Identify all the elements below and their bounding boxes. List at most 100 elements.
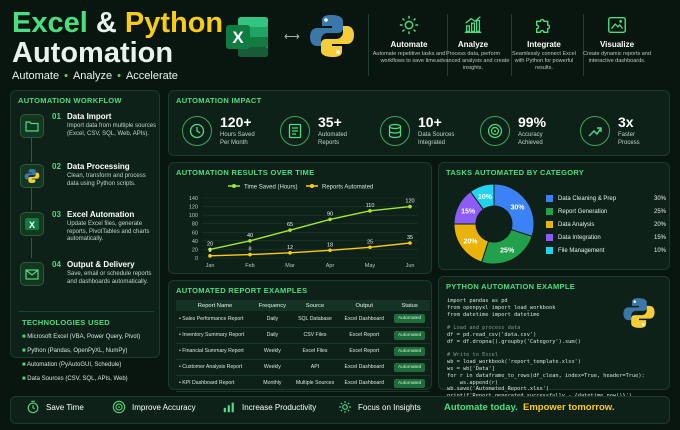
stopwatch-icon bbox=[27, 400, 39, 414]
svg-text:X: X bbox=[29, 220, 35, 230]
series-line bbox=[209, 205, 411, 251]
slice-label: 25% bbox=[500, 247, 515, 254]
data-point bbox=[288, 251, 292, 255]
target-icon bbox=[480, 116, 510, 146]
bar-chart-icon bbox=[223, 402, 234, 413]
results-title: AUTOMATION RESULTS OVER TIME bbox=[176, 168, 315, 177]
data-label: 12 bbox=[287, 245, 293, 251]
title-automation: Automation bbox=[12, 37, 174, 69]
subtitle: Automate • Analyze • Accelerate bbox=[12, 70, 178, 82]
y-tick-label: 140 bbox=[189, 196, 198, 202]
divider bbox=[583, 14, 584, 76]
title-python: Python bbox=[124, 7, 224, 39]
data-point bbox=[328, 217, 332, 222]
y-tick-label: 60 bbox=[192, 230, 198, 236]
slice-label: 20% bbox=[464, 239, 479, 246]
trend-up-icon bbox=[580, 116, 610, 146]
y-tick-label: 120 bbox=[189, 205, 198, 211]
svg-text:X: X bbox=[232, 28, 244, 47]
pie-slice bbox=[469, 183, 495, 211]
impact-title: AUTOMATION IMPACT bbox=[176, 96, 262, 105]
feature-integrate: Integrate Seamlessly connect Excel with … bbox=[507, 14, 581, 72]
table-cell: CSV Files bbox=[290, 327, 340, 344]
folder-icon bbox=[20, 114, 44, 138]
table-cell: Automated bbox=[389, 359, 430, 376]
list-item: ■ Automation (PyAutoGUI, Schedule) bbox=[22, 362, 122, 368]
y-tick-label: 20 bbox=[192, 247, 198, 253]
table-row: • Sales Performance Report Daily SQL Datab… bbox=[176, 311, 430, 328]
code-line: df = df.dropna().groupby('Category').sum… bbox=[447, 338, 581, 345]
data-point bbox=[288, 228, 292, 232]
data-point bbox=[408, 241, 412, 245]
code-block: import pandas as pd from openpyxl import … bbox=[447, 298, 645, 400]
data-point bbox=[208, 254, 212, 258]
legend-item: Report Generation 25% bbox=[546, 205, 666, 218]
list-item: ■ Data Sources (CSV, SQL, APIs, Web) bbox=[22, 376, 128, 382]
table-row: • Customer Analysis Report Weekly API Excel… bbox=[176, 359, 430, 376]
legend-label: Data Cleaning & Prep bbox=[558, 195, 617, 202]
python-logo-icon bbox=[623, 298, 655, 328]
legend-swatch bbox=[546, 247, 553, 254]
x-tick-label: Jan bbox=[206, 263, 215, 269]
legend-label: Reports Automated bbox=[322, 185, 373, 191]
y-tick-label: 100 bbox=[189, 213, 198, 219]
legend-swatch bbox=[546, 234, 553, 241]
series-line bbox=[209, 242, 411, 257]
divider bbox=[368, 14, 369, 76]
legend-value: 20% bbox=[653, 221, 666, 228]
code-line: wb.save('Automated_Report.xlsx') bbox=[447, 386, 550, 393]
pie-slice bbox=[493, 183, 535, 237]
data-point bbox=[408, 204, 412, 209]
table-cell: SQL Database bbox=[290, 311, 340, 328]
list-item: ■ Python (Pandas, OpenPyXL, NumPy) bbox=[22, 348, 128, 354]
table-cell: Daily bbox=[254, 311, 291, 328]
legend-label: Report Generation bbox=[558, 208, 608, 215]
table-cell: • Customer Analysis Report bbox=[176, 359, 255, 376]
footer-accuracy: Improve Accuracy bbox=[112, 400, 196, 414]
legend-item: Data Analysis 20% bbox=[546, 218, 666, 231]
slice-label: 30% bbox=[510, 204, 525, 211]
table-cell: Excel Dashboard bbox=[339, 375, 390, 392]
code-line: # Load and process data bbox=[447, 325, 521, 332]
technologies-list: ■ Microsoft Excel (VBA, Power Query, Piv… bbox=[22, 330, 140, 386]
technologies-title: TECHNOLOGIES USED bbox=[22, 318, 111, 327]
legend-label: File Management bbox=[558, 247, 605, 254]
table-cell: • KPI Dashboard Report bbox=[176, 375, 255, 392]
column-header: Source bbox=[290, 300, 340, 311]
results-line-chart: Time Saved (Hours) Reports Automated 0 20 40… bbox=[189, 184, 418, 269]
data-label: 8 bbox=[248, 247, 251, 253]
column-header: Report Name bbox=[176, 300, 255, 311]
excel-icon: X bbox=[20, 212, 44, 236]
y-tick-label: 40 bbox=[192, 239, 198, 245]
data-label: 5 bbox=[208, 248, 211, 254]
code-line: import pandas as pd bbox=[447, 298, 508, 304]
data-label: 90 bbox=[327, 211, 333, 217]
data-label: 120 bbox=[405, 199, 414, 205]
divider bbox=[18, 311, 154, 312]
tasks-legend: Data Cleaning & Prep 30% Report Generation… bbox=[546, 192, 666, 257]
reports-title: AUTOMATED REPORT EXAMPLES bbox=[176, 286, 308, 295]
legend-item: Time Saved (Hours) bbox=[228, 184, 297, 191]
table-cell: • Financial Summary Report bbox=[176, 343, 255, 360]
data-label: 35 bbox=[407, 235, 413, 241]
image-chart-icon bbox=[608, 16, 626, 34]
puzzle-icon bbox=[535, 18, 551, 34]
footer-insights: Focus on Insights bbox=[338, 400, 421, 414]
title-amp: & bbox=[95, 7, 117, 39]
table-cell: Excel Report bbox=[339, 327, 390, 344]
code-line: df = pd.read_csv('data.csv') bbox=[447, 331, 537, 338]
workflow-title: AUTOMATION WORKFLOW bbox=[18, 96, 122, 105]
status-badge: Automated bbox=[393, 346, 426, 356]
data-label: 65 bbox=[287, 222, 293, 228]
tasks-donut-chart: 30% 25% 20% 15%10% bbox=[453, 183, 535, 265]
gear-icon bbox=[399, 15, 419, 35]
divider bbox=[511, 14, 512, 76]
page-title: Excel & Python Automation bbox=[12, 8, 223, 68]
code-line: wb = load_workbook('report_template.xlsx… bbox=[447, 359, 581, 366]
footer-productivity: Increase Productivity bbox=[222, 400, 316, 414]
feature-analyze: Analyze Process data, perform advanced a… bbox=[436, 14, 510, 72]
legend-value: 15% bbox=[653, 234, 666, 241]
table-row: • Inventory Summary Report Daily CSV Files… bbox=[176, 327, 430, 344]
x-tick-label: Apr bbox=[326, 263, 335, 269]
target-icon bbox=[112, 400, 126, 414]
